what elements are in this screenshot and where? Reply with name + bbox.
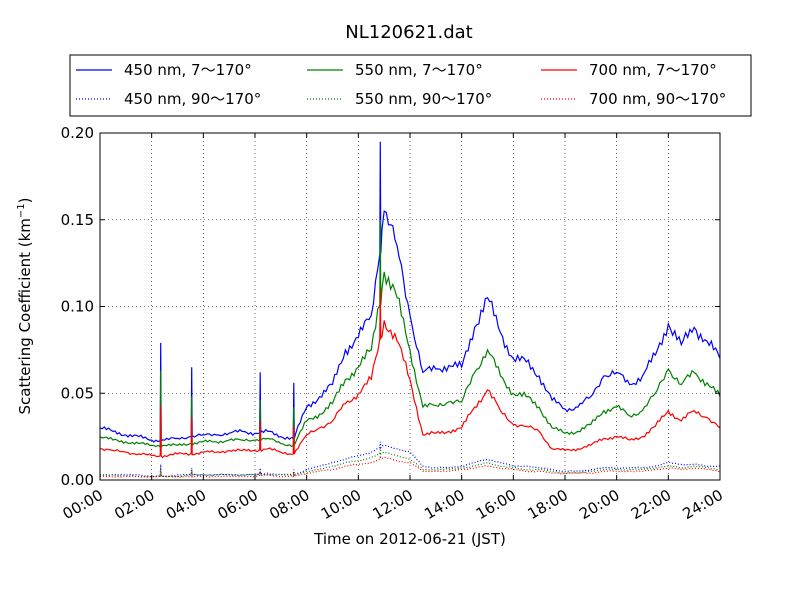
y-tick-label: 0.00	[61, 471, 94, 489]
x-tick-label: 14:00	[421, 486, 467, 523]
y-axis: 0.00 0.05 0.10 0.15 0.20	[61, 124, 720, 489]
legend-label-0: 450 nm, 7～170°	[124, 61, 252, 79]
x-tick-label: 08:00	[266, 486, 312, 523]
y-axis-label: Scattering Coefficient (km−1)	[16, 197, 34, 414]
x-tick-label: 00:00	[60, 486, 106, 523]
series-line-1	[99, 441, 721, 478]
x-tick-label: 20:00	[576, 486, 622, 523]
chart-title: NL120621.dat	[345, 22, 472, 43]
legend-label-4: 700 nm, 7～170°	[589, 61, 717, 79]
series-line-2	[99, 219, 721, 449]
x-axis-label: Time on 2012-06-21 (JST)	[313, 530, 506, 548]
y-axis-label-main: Scattering Coefficient (km	[16, 218, 34, 414]
x-tick-label: 24:00	[680, 486, 726, 523]
legend-label-3: 550 nm, 90～170°	[355, 90, 492, 108]
y-axis-label-close: )	[16, 197, 34, 203]
x-tick-label: 18:00	[525, 486, 571, 523]
y-tick-label: 0.05	[61, 384, 94, 402]
legend-label-2: 550 nm, 7～170°	[355, 61, 483, 79]
legend: 450 nm, 7～170° 550 nm, 7～170° 700 nm, 7～17…	[69, 54, 752, 117]
legend-frame	[69, 54, 752, 117]
y-tick-label: 0.20	[61, 124, 94, 142]
y-tick-label: 0.10	[61, 298, 94, 316]
series-line-3	[99, 448, 720, 478]
series-line-5	[99, 455, 721, 478]
grid	[100, 133, 720, 480]
x-tick-label: 06:00	[215, 486, 261, 523]
series-layer	[99, 141, 721, 478]
x-tick-label: 22:00	[628, 486, 674, 523]
x-tick-label: 10:00	[318, 486, 364, 523]
x-tick-label: 04:00	[163, 486, 209, 523]
series-line-4	[100, 289, 721, 459]
x-tick-label: 16:00	[473, 486, 519, 523]
series-line-0	[99, 141, 721, 443]
y-tick-label: 0.15	[61, 211, 94, 229]
legend-items: 450 nm, 7～170° 550 nm, 7～170° 700 nm, 7～17…	[76, 61, 726, 108]
legend-label-1: 450 nm, 90～170°	[124, 90, 261, 108]
legend-label-5: 700 nm, 90～170°	[589, 90, 726, 108]
x-tick-label: 02:00	[111, 486, 157, 523]
y-axis-label-sup: −1	[16, 203, 27, 218]
x-tick-label: 12:00	[370, 486, 416, 523]
